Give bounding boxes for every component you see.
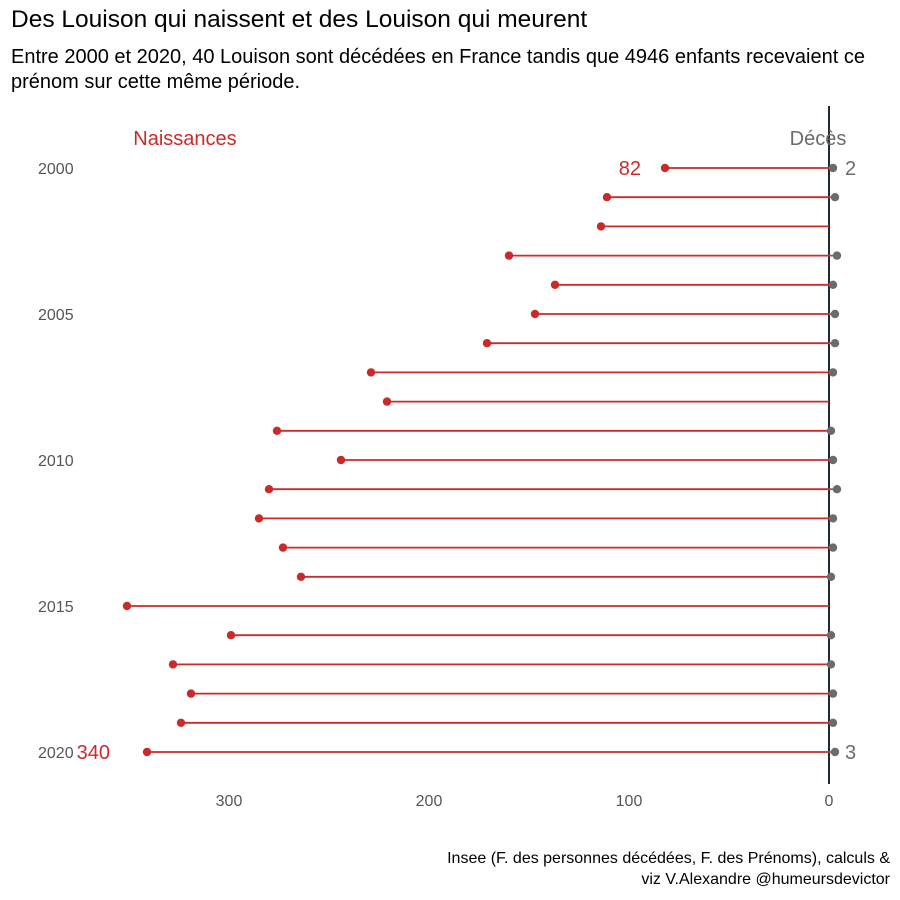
- series-label-deces: Décès: [790, 128, 847, 150]
- labels-layer: 2000 2005 2010 2015 2020 300 200 100 0 Naissances…: [38, 128, 856, 810]
- chart-caption: Insee (F. des personnes décédées, F. des…: [447, 848, 890, 890]
- births-point: [278, 543, 288, 552]
- deaths-point: [832, 485, 842, 494]
- x-tick-label: 0: [825, 793, 834, 810]
- deaths-point: [826, 572, 836, 581]
- deaths-point: [830, 747, 840, 757]
- births-point: [602, 193, 612, 202]
- deaths-point: [826, 660, 836, 669]
- births-point: [122, 601, 132, 611]
- births-point: [226, 631, 236, 640]
- series-label-naissances: Naissances: [133, 128, 236, 150]
- deaths-point: [830, 193, 840, 202]
- y-tick-label: 2000: [38, 161, 74, 178]
- deaths-point: [830, 339, 840, 348]
- deaths-point: [828, 455, 838, 465]
- y-tick-label: 2010: [38, 453, 74, 470]
- y-tick-label: 2020: [38, 745, 74, 762]
- births-point: [482, 339, 492, 348]
- births-point: [660, 163, 670, 173]
- deaths-point: [828, 718, 838, 727]
- births-point: [550, 280, 560, 289]
- lines-layer: [127, 167, 837, 753]
- deaths-point: [828, 280, 838, 289]
- x-tick-label: 300: [216, 793, 243, 810]
- deaths-point: [826, 426, 836, 435]
- births-point: [382, 397, 392, 406]
- deaths-point: [830, 309, 840, 319]
- y-tick-label: 2005: [38, 307, 74, 324]
- value-annotation: 2: [845, 158, 856, 180]
- births-point: [504, 251, 514, 260]
- births-point: [176, 718, 186, 727]
- births-point: [296, 572, 306, 581]
- deaths-point: [828, 163, 838, 173]
- deaths-point: [828, 514, 838, 523]
- chart-title: Des Louison qui naissent et des Louison …: [11, 6, 588, 33]
- deaths-point: [826, 631, 836, 640]
- births-point: [254, 514, 264, 523]
- value-annotation: 3: [845, 742, 856, 764]
- caption-line-2: viz V.Alexandre @humeursdevictor: [641, 871, 890, 888]
- births-point: [168, 660, 178, 669]
- y-tick-label: 2015: [38, 599, 74, 616]
- births-point: [142, 747, 152, 757]
- caption-line-1: Insee (F. des personnes décédées, F. des…: [447, 850, 890, 867]
- x-tick-label: 100: [616, 793, 643, 810]
- deaths-point: [828, 689, 838, 698]
- births-point: [264, 485, 274, 494]
- births-point: [336, 455, 346, 465]
- births-point: [366, 368, 376, 377]
- points-layer: [122, 163, 842, 757]
- value-annotation: 340: [77, 742, 110, 764]
- births-point: [596, 222, 606, 231]
- chart-subtitle: Entre 2000 et 2020, 40 Louison sont décé…: [11, 46, 865, 93]
- deaths-point: [828, 543, 838, 552]
- births-point: [272, 426, 282, 435]
- deaths-point: [832, 251, 842, 260]
- x-tick-label: 200: [416, 793, 443, 810]
- births-point: [530, 309, 540, 319]
- deaths-point: [828, 368, 838, 377]
- births-point: [186, 689, 196, 698]
- value-annotation: 82: [619, 158, 641, 180]
